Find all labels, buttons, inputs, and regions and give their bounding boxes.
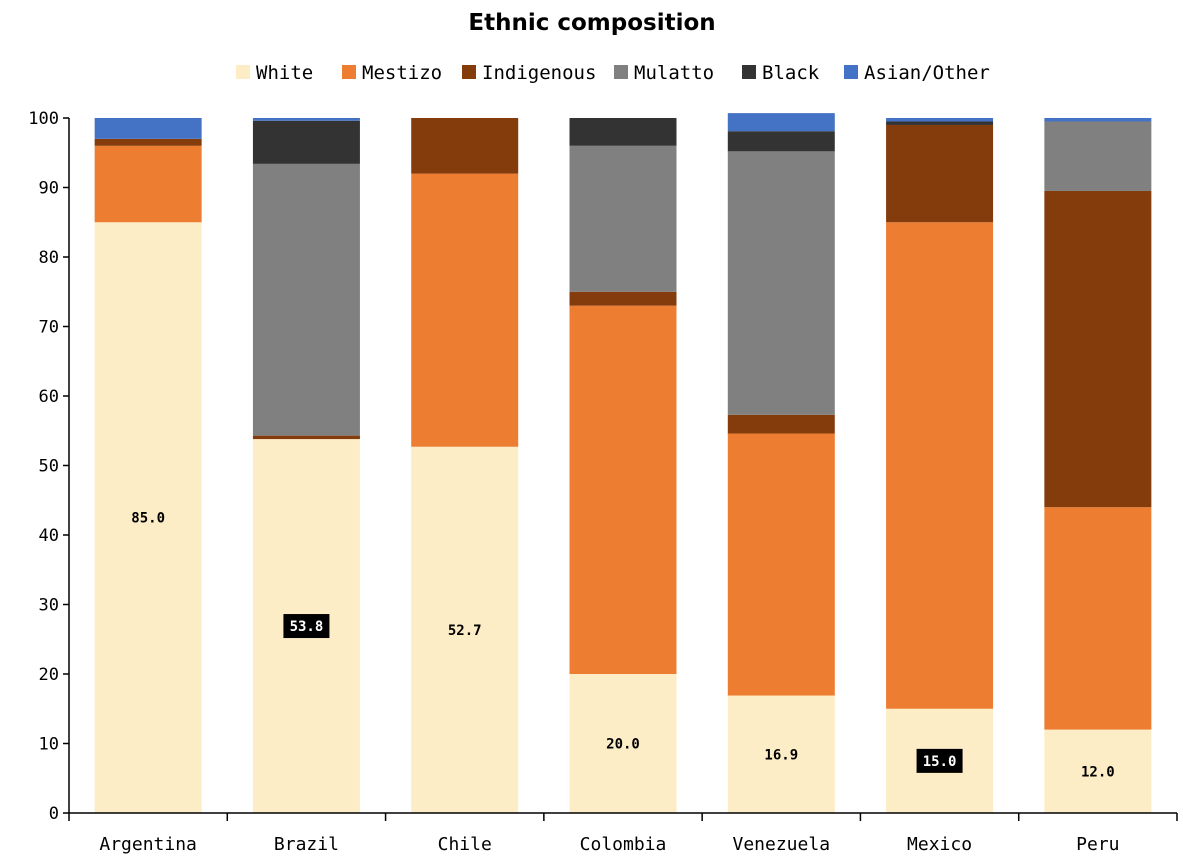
legend-label: Mestizo — [362, 62, 442, 84]
bar-segment — [1044, 118, 1152, 122]
data-label: 85.0 — [131, 511, 165, 527]
y-tick-label: 70 — [39, 318, 59, 338]
bar-segment — [1044, 729, 1152, 813]
legend-swatch — [844, 65, 858, 79]
bar-segment — [94, 145, 202, 223]
legend-swatch — [742, 65, 756, 79]
bar-segment — [94, 138, 202, 146]
x-category-label: Venezuela — [733, 834, 831, 855]
y-tick-label: 80 — [39, 248, 59, 268]
data-label: 12.0 — [1081, 764, 1115, 780]
bar-segment — [1044, 190, 1152, 508]
y-tick-label: 50 — [39, 457, 59, 477]
data-label: 53.8 — [290, 619, 324, 635]
x-category-label: Colombia — [580, 834, 667, 855]
legend-swatch — [236, 65, 250, 79]
bar-segment — [727, 433, 835, 696]
bar-segment — [569, 305, 677, 674]
x-category-label: Brazil — [274, 834, 339, 855]
legend-swatch — [342, 65, 356, 79]
legend-label: Mulatto — [634, 62, 714, 84]
data-labels-group: 85.0 53.8 52.7 20.0 16.9 15.0 12.0 — [131, 511, 1114, 781]
bar-segment — [886, 222, 994, 709]
y-tick-label: 60 — [39, 387, 59, 407]
bar-segment — [1044, 507, 1152, 730]
bar-segment — [886, 124, 994, 223]
x-category-label: Chile — [438, 834, 492, 855]
bar-segment — [252, 163, 360, 436]
chart-title: Ethnic composition — [468, 10, 715, 36]
bar-segment — [727, 113, 835, 132]
legend-label: Indigenous — [482, 62, 596, 84]
x-category-label: Mexico — [907, 834, 972, 855]
data-label-highlight — [916, 748, 963, 773]
legend-label: Asian/Other — [864, 62, 990, 84]
axes-group: 0 10 20 30 40 50 60 70 80 90 100 Argentina Brazil Chi… — [28, 109, 1178, 855]
legend-label: White — [256, 62, 313, 84]
bar-segment — [94, 118, 202, 139]
data-label: 20.0 — [606, 737, 640, 753]
bar-segment — [727, 695, 835, 813]
bar-segment — [411, 446, 519, 813]
bar-segment — [727, 151, 835, 415]
bar-segment — [886, 118, 994, 122]
bar-segment — [1044, 121, 1152, 191]
data-label: 52.7 — [448, 623, 482, 639]
y-tick-label: 90 — [39, 179, 59, 199]
y-tick-label: 10 — [39, 735, 59, 755]
bar-segment — [569, 291, 677, 306]
bar-segment — [569, 118, 677, 146]
y-tick-label: 40 — [39, 526, 59, 546]
data-label-highlight — [283, 614, 330, 639]
legend-swatch — [614, 65, 628, 79]
y-tick-label: 0 — [49, 804, 59, 824]
bar-segment — [252, 120, 360, 164]
legend-swatch — [462, 65, 476, 79]
bar-segment — [411, 173, 519, 447]
bar-segment — [727, 131, 835, 152]
bar-segment — [252, 118, 360, 121]
bar-segment — [886, 121, 994, 125]
x-category-label: Peru — [1076, 834, 1119, 855]
legend: White Mestizo Indigenous Mulatto Black Asian/… — [236, 62, 990, 84]
bar-segment — [411, 118, 519, 174]
bars-group — [94, 113, 1152, 813]
data-label: 15.0 — [923, 754, 957, 770]
bar-segment — [569, 145, 677, 292]
bar-segment — [94, 222, 202, 813]
bar-segment — [569, 674, 677, 813]
y-tick-label: 100 — [28, 109, 59, 129]
legend-label: Black — [762, 62, 820, 84]
bar-segment — [252, 435, 360, 440]
bar-segment — [727, 414, 835, 434]
y-tick-label: 30 — [39, 596, 59, 616]
x-category-label: Argentina — [99, 834, 197, 855]
data-label: 16.9 — [764, 747, 798, 763]
y-tick-label: 20 — [39, 665, 59, 685]
